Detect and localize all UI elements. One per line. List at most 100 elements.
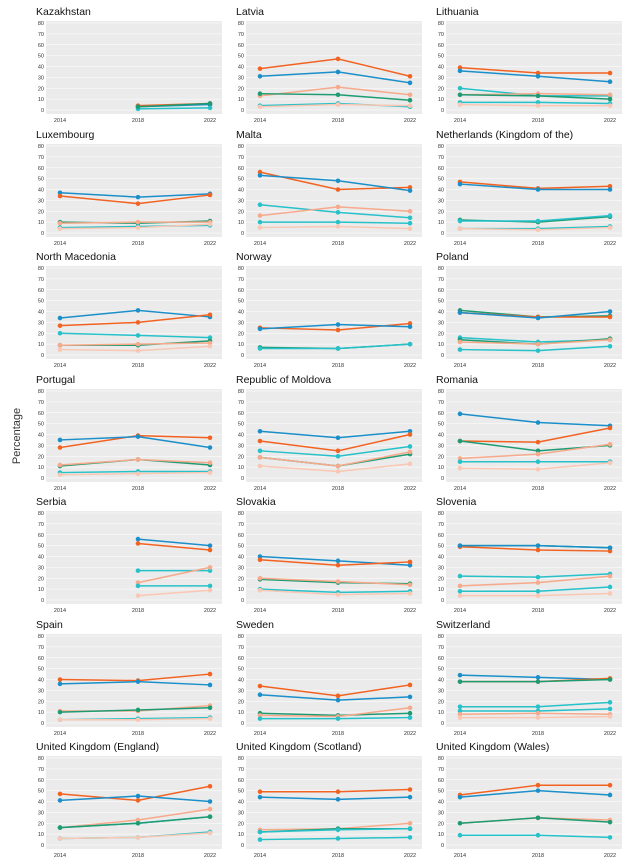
data-point	[57, 462, 63, 468]
y-tick-label: 40	[238, 433, 244, 439]
panel-plot: 0 10 20 30 40 50 60 70 80 2014 2018 2022	[238, 389, 422, 492]
y-tick-label: 10	[238, 587, 244, 593]
data-point	[135, 568, 141, 573]
data-point	[335, 102, 341, 107]
y-tick-label: 50	[438, 54, 444, 60]
data-point	[407, 715, 413, 720]
x-tick-label: 2018	[132, 853, 144, 859]
panel: Portugal 0 10 20 30 40 50 60 70 80 2014 2018 2022	[36, 374, 223, 496]
panel-plot: 0 10 20 30 40 50 60 70 80 2014 2018 2022	[438, 511, 622, 614]
y-tick-label: 80	[438, 634, 444, 640]
panel-title: Netherlands (Kingdom of the)	[436, 129, 574, 141]
x-tick-label: 2014	[254, 118, 266, 124]
y-tick-label: 70	[38, 32, 44, 38]
data-point	[335, 562, 341, 568]
data-point	[535, 315, 541, 321]
y-tick-label: 50	[238, 422, 244, 428]
x-tick-label: 2018	[132, 118, 144, 124]
x-tick-label: 2014	[454, 241, 466, 247]
data-point	[607, 782, 613, 788]
y-tick-label: 60	[238, 778, 244, 784]
data-point	[135, 457, 141, 462]
y-tick-label: 20	[38, 331, 44, 337]
data-point	[57, 342, 63, 348]
y-tick-label: 50	[38, 789, 44, 795]
panel-plot: 0 10 20 30 40 50 60 70 80 2014 2018 2022	[38, 511, 222, 614]
data-point	[57, 681, 63, 687]
data-point	[607, 183, 613, 189]
y-tick-label: 80	[438, 389, 444, 395]
panel: Sweden 0 10 20 30 40 50 60 70 80 2014 2018 2022	[236, 619, 423, 741]
y-tick-label: 0	[441, 476, 444, 482]
y-tick-label: 10	[238, 342, 244, 348]
y-tick-label: 50	[38, 667, 44, 673]
data-point	[457, 672, 463, 678]
data-point	[535, 788, 541, 793]
y-tick-label: 70	[438, 277, 444, 283]
y-tick-label: 20	[238, 699, 244, 705]
data-point	[457, 820, 463, 826]
data-point	[135, 194, 141, 200]
data-point	[407, 710, 413, 716]
x-tick-label: 2018	[132, 608, 144, 614]
data-point	[407, 461, 413, 467]
y-tick-label: 50	[438, 789, 444, 795]
data-point	[457, 583, 463, 589]
data-point	[335, 716, 341, 721]
y-tick-label: 10	[438, 832, 444, 838]
panel-title: Slovakia	[236, 496, 276, 508]
x-tick-label: 2022	[204, 608, 216, 614]
y-tick-label: 30	[38, 320, 44, 326]
data-point	[457, 679, 463, 684]
data-point	[407, 826, 413, 831]
data-point	[57, 193, 63, 199]
data-point	[407, 341, 413, 347]
data-point	[335, 697, 341, 703]
panel-plot: 0 10 20 30 40 50 60 70 80 2014 2018 2022	[38, 21, 222, 124]
y-tick-label: 70	[438, 155, 444, 161]
data-point	[135, 679, 141, 684]
data-point	[257, 587, 263, 593]
panel: Switzerland 0 10 20 30 40 50 60 70 80 2014 2018 2022	[436, 619, 623, 741]
data-point	[407, 92, 413, 98]
data-point	[407, 562, 413, 568]
y-tick-label: 30	[438, 320, 444, 326]
y-tick-label: 60	[238, 533, 244, 539]
data-point	[407, 103, 413, 108]
panel-title: Norway	[236, 251, 272, 263]
y-tick-label: 30	[438, 565, 444, 571]
y-tick-label: 40	[38, 188, 44, 194]
y-tick-label: 70	[38, 645, 44, 651]
y-tick-label: 70	[438, 522, 444, 528]
data-point	[335, 463, 341, 469]
data-point	[607, 103, 613, 108]
data-point	[607, 819, 613, 825]
y-tick-label: 60	[238, 43, 244, 49]
data-point	[407, 787, 413, 792]
plot-background	[246, 389, 422, 482]
data-point	[535, 103, 541, 108]
y-tick-label: 70	[438, 645, 444, 651]
data-point	[135, 707, 141, 713]
y-tick-label: 20	[438, 86, 444, 92]
y-tick-label: 30	[238, 810, 244, 816]
y-tick-label: 20	[438, 821, 444, 827]
y-tick-label: 80	[238, 266, 244, 272]
y-tick-label: 0	[241, 721, 244, 727]
y-tick-label: 60	[38, 43, 44, 49]
y-tick-label: 50	[438, 667, 444, 673]
data-point	[535, 459, 541, 464]
y-tick-label: 30	[438, 198, 444, 204]
data-point	[457, 92, 463, 98]
y-tick-label: 30	[238, 688, 244, 694]
data-point	[257, 173, 263, 178]
y-tick-label: 20	[38, 699, 44, 705]
data-point	[457, 181, 463, 187]
y-tick-label: 60	[438, 43, 444, 49]
data-point	[207, 716, 213, 721]
x-tick-label: 2018	[332, 853, 344, 859]
y-tick-label: 80	[238, 21, 244, 27]
y-tick-label: 0	[241, 108, 244, 114]
data-point	[207, 340, 213, 346]
x-tick-label: 2014	[254, 363, 266, 369]
